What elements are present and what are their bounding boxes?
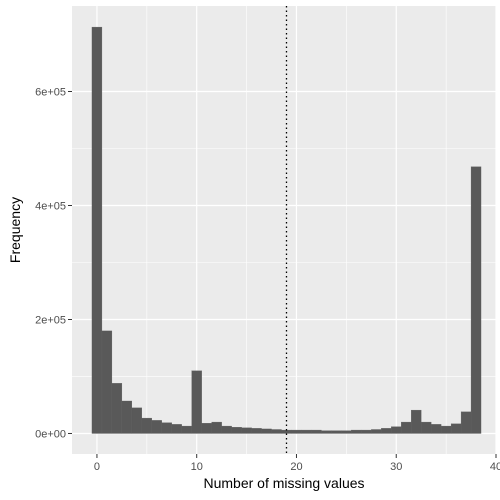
x-tick-label: 0: [94, 461, 100, 473]
histogram-bar: [181, 425, 192, 434]
histogram-bar: [421, 421, 432, 434]
histogram-bar: [241, 427, 252, 434]
histogram-bar: [261, 428, 272, 434]
histogram-bar: [201, 423, 212, 434]
y-tick-label: 0e+00: [35, 428, 66, 440]
histogram-bar: [341, 430, 352, 434]
histogram-bar: [151, 420, 162, 434]
histogram-bar: [191, 370, 202, 434]
y-axis-title: Frequency: [7, 197, 23, 263]
histogram-bar: [470, 166, 482, 434]
histogram-bar: [291, 429, 302, 434]
histogram-bar: [231, 427, 242, 434]
histogram-bar: [431, 424, 442, 434]
histogram-bar: [101, 330, 113, 434]
histogram-bar: [321, 430, 332, 434]
histogram-bar: [411, 409, 422, 434]
histogram-bar: [381, 428, 392, 434]
histogram-bar: [131, 407, 142, 434]
x-tick-label: 30: [390, 461, 402, 473]
histogram-bar: [401, 421, 412, 434]
histogram-bar: [311, 429, 322, 434]
plot-panel: [72, 6, 496, 454]
y-tick-label: 6e+05: [35, 86, 66, 98]
histogram-bar: [331, 430, 342, 434]
histogram-bar: [111, 383, 123, 434]
histogram-bar: [121, 400, 133, 434]
histogram-bar: [361, 429, 372, 434]
x-axis-title: Number of missing values: [203, 475, 364, 491]
histogram-bar: [211, 421, 222, 434]
histogram-bar: [171, 424, 182, 434]
histogram-bar: [251, 428, 262, 434]
histogram-bar: [371, 429, 382, 434]
y-axis: 0e+00 2e+05 4e+05 6e+05: [35, 86, 72, 440]
histogram-bars: [91, 26, 482, 434]
histogram-bar: [271, 429, 282, 434]
x-axis: 0 10 20 30 40: [94, 454, 500, 473]
histogram-bar: [141, 417, 152, 434]
x-tick-label: 40: [490, 461, 500, 473]
histogram-bar: [450, 423, 462, 434]
histogram-bar: [161, 422, 172, 434]
histogram-bar: [391, 426, 402, 434]
histogram-bar: [281, 429, 292, 434]
y-tick-label: 2e+05: [35, 314, 66, 326]
histogram-bar: [221, 425, 232, 434]
histogram-bar: [301, 429, 312, 434]
histogram-bar: [91, 26, 103, 434]
y-tick-label: 4e+05: [35, 200, 66, 212]
x-tick-label: 20: [290, 461, 302, 473]
histogram-bar: [351, 429, 362, 434]
histogram-bar: [460, 411, 472, 434]
x-tick-label: 10: [191, 461, 203, 473]
histogram-bar: [440, 425, 452, 434]
